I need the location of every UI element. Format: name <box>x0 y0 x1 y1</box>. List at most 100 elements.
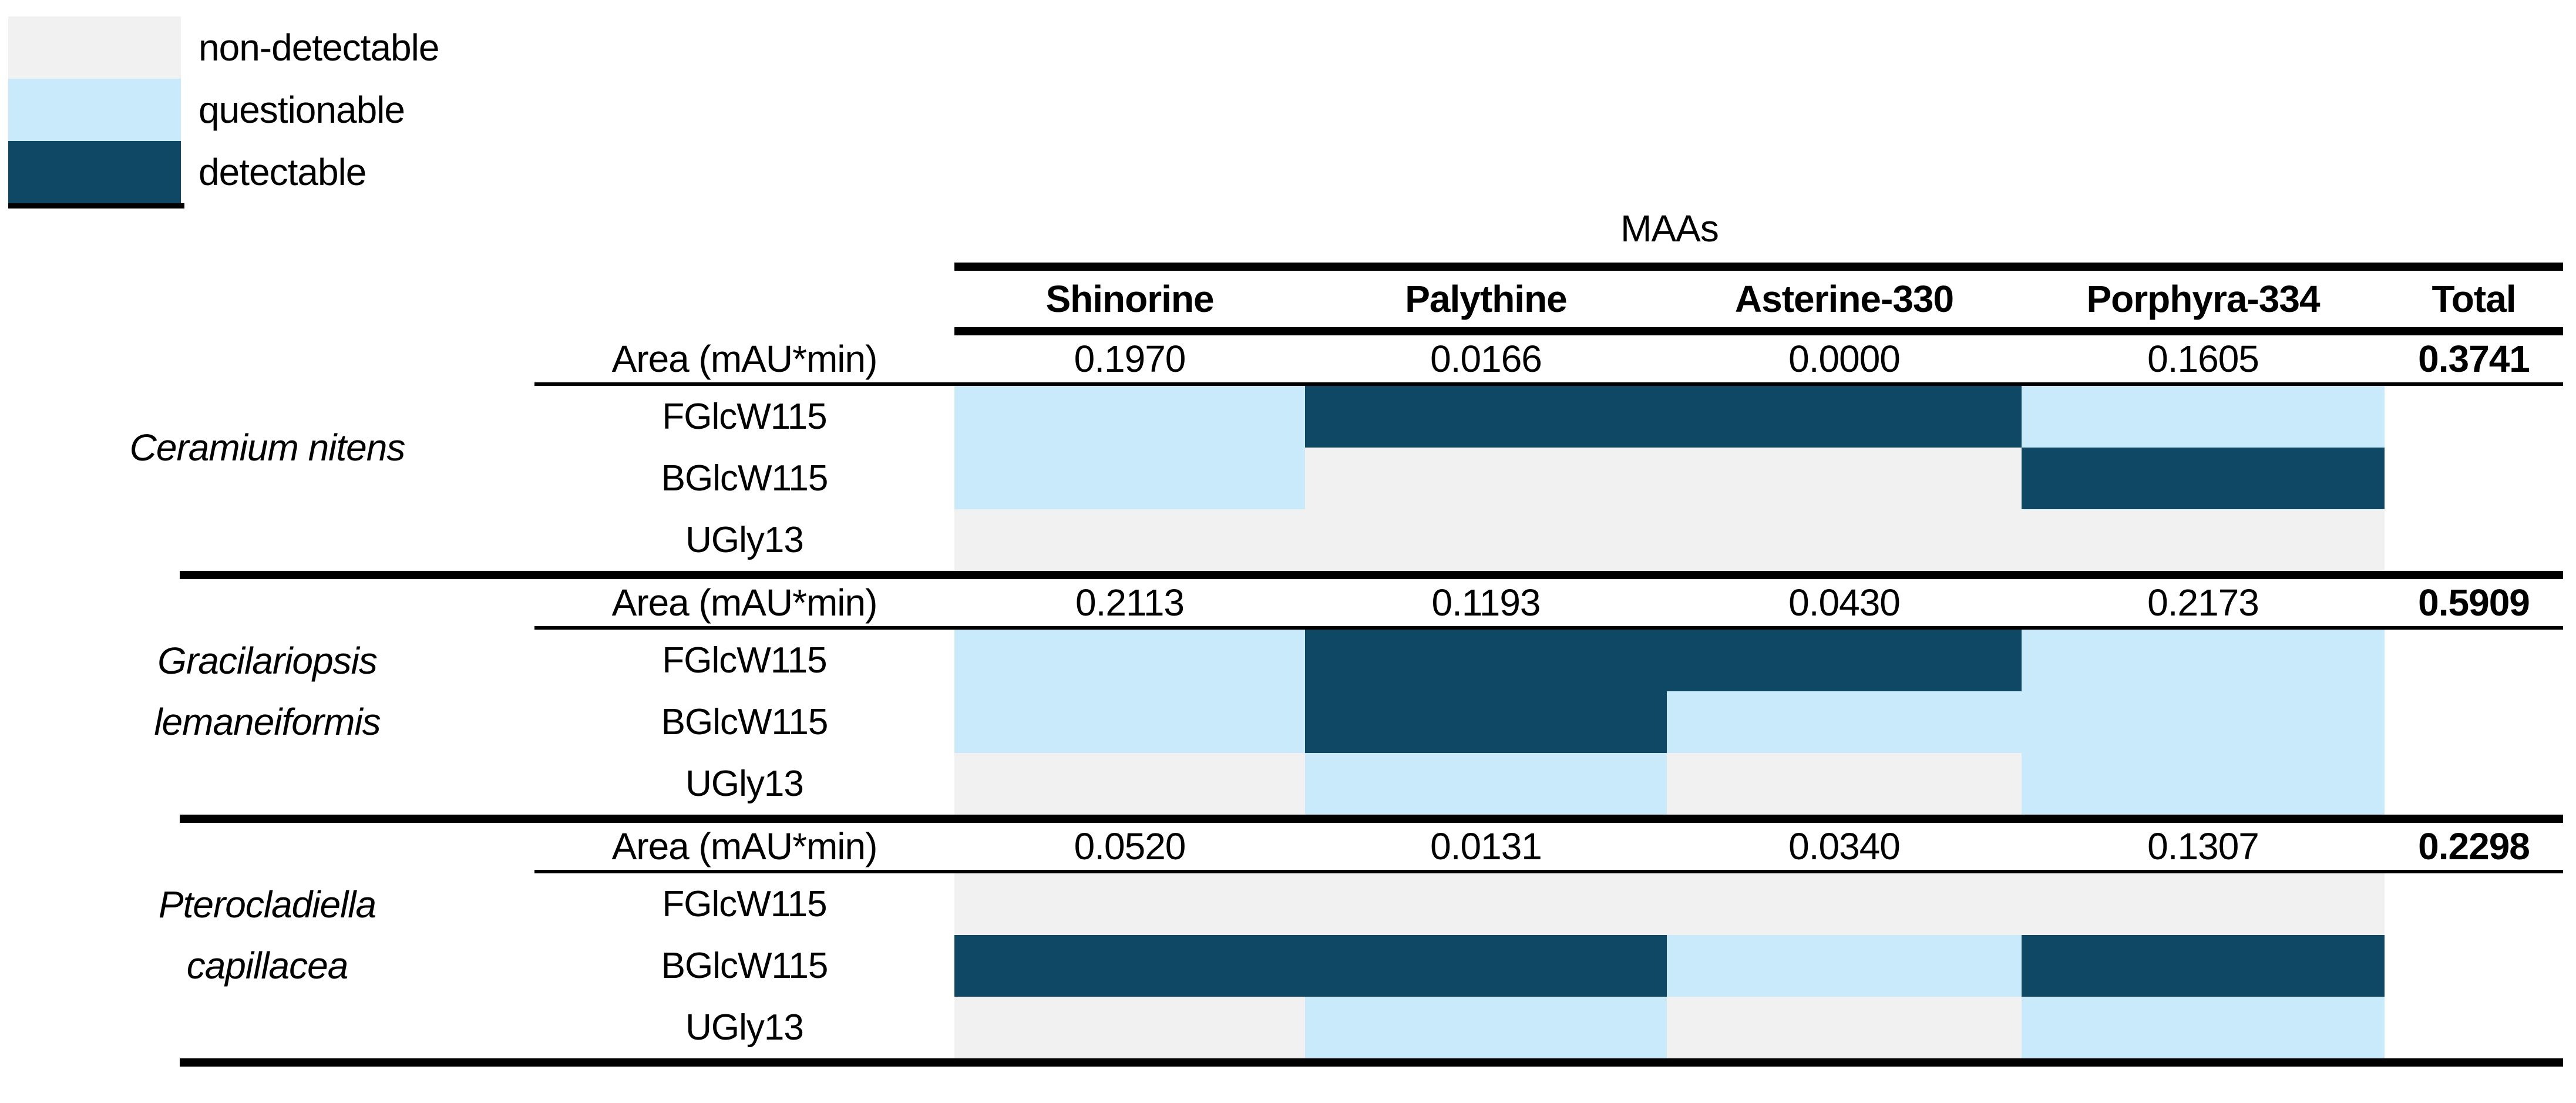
heatmap-cell <box>954 448 1305 509</box>
heatmap-cell <box>1305 509 1667 571</box>
total-spacer-cell <box>2385 448 2563 509</box>
area-value-cell: 0.2173 <box>2147 581 2259 624</box>
area-row-label: Area (mAU*min) <box>611 581 878 624</box>
total-spacer-cell <box>2385 873 2563 935</box>
species-block: FGlcW115 BGlcW115 UGly13 Gracilariopsis lema… <box>0 630 2563 815</box>
legend-swatch-non-detectable <box>8 16 181 79</box>
heatmap-cell <box>954 753 1305 815</box>
heatmap-cell <box>954 386 1305 448</box>
heatmap-cell <box>1305 753 1667 815</box>
area-value-cell: 0.0520 <box>1074 825 1186 867</box>
total-spacer-cell <box>2385 753 2563 815</box>
area-value-cell: 0.0166 <box>1430 338 1542 380</box>
heatmap-cell <box>1667 691 2022 753</box>
sample-row-label: UGly13 <box>685 520 804 560</box>
area-row: Area (mAU*min) 0.0520 0.0131 0.0340 0.1307 0.… <box>0 823 2563 870</box>
total-spacer-cell <box>2385 630 2563 691</box>
sample-row-label: BGlcW115 <box>661 946 829 986</box>
sample-row-label: FGlcW115 <box>662 396 827 437</box>
sample-row-label: UGly13 <box>685 1007 804 1048</box>
block-divider <box>180 1058 2563 1067</box>
heatmap-cell <box>2022 448 2385 509</box>
area-value-cell: 0.1605 <box>2147 338 2259 380</box>
group-header-row: MAAs <box>0 194 2563 263</box>
column-header-palythine: Palythine <box>1405 278 1568 320</box>
heatmap-cell <box>2022 630 2385 691</box>
area-value-cell: 0.2113 <box>1075 581 1185 624</box>
heatmap-cell <box>2022 997 2385 1058</box>
legend-item: questionable <box>8 79 439 141</box>
area-row-label: Area (mAU*min) <box>611 825 878 867</box>
column-header-shinorine: Shinorine <box>1045 278 1214 320</box>
area-row: Area (mAU*min) 0.1970 0.0166 0.0000 0.1605 0.… <box>0 335 2563 382</box>
heatmap-cell <box>954 509 1305 571</box>
block-divider <box>180 571 2563 579</box>
heatmap-cell <box>954 997 1305 1058</box>
heatmap-cell <box>954 935 1305 997</box>
sample-row-label: BGlcW115 <box>661 458 829 499</box>
area-total-cell: 0.3741 <box>2418 338 2530 380</box>
sample-row: UGly13 <box>0 509 2563 571</box>
block-divider <box>180 815 2563 823</box>
column-header-asterine-330: Asterine-330 <box>1734 278 1954 320</box>
heatmap-cell <box>1667 935 2022 997</box>
area-value-cell: 0.0131 <box>1430 825 1542 867</box>
legend-item-label: questionable <box>199 89 405 131</box>
legend-item-label: non-detectable <box>199 26 439 69</box>
area-value-cell: 0.0000 <box>1788 338 1901 380</box>
heatmap-cell <box>2022 935 2385 997</box>
heatmap-cell <box>1305 997 1667 1058</box>
area-value-cell: 0.1970 <box>1074 338 1186 380</box>
heatmap-cell <box>1667 997 2022 1058</box>
heatmap-cell <box>2022 509 2385 571</box>
area-total-cell: 0.5909 <box>2418 581 2530 624</box>
sample-row: FGlcW115 <box>0 873 2563 935</box>
heatmap-cell <box>1305 630 1667 691</box>
heatmap-cell <box>1667 753 2022 815</box>
sample-row-label: UGly13 <box>685 764 804 804</box>
heatmap-cell <box>2022 386 2385 448</box>
group-header-label: MAAs <box>1620 207 1719 250</box>
heatmap-cell <box>1305 691 1667 753</box>
legend: non-detectable questionable detectable <box>8 16 439 209</box>
legend-swatch-detectable <box>8 141 181 203</box>
heatmap-cell <box>2022 691 2385 753</box>
legend-item-label: detectable <box>199 151 366 193</box>
legend-underline <box>8 203 184 209</box>
sample-row-label: BGlcW115 <box>661 702 829 742</box>
total-spacer-cell <box>2385 691 2563 753</box>
total-spacer-cell <box>2385 386 2563 448</box>
legend-swatch-questionable <box>8 79 181 141</box>
species-blocks: Area (mAU*min) 0.1970 0.0166 0.0000 0.1605 0.… <box>0 335 2563 1067</box>
species-name: Pterocladiella capillacea <box>0 873 534 997</box>
species-name-line: lemaneiformis <box>154 701 381 743</box>
total-spacer-cell <box>2385 509 2563 571</box>
area-underline <box>534 626 2563 630</box>
species-name: Ceramium nitens <box>0 386 534 509</box>
column-header-row: Shinorine Palythine Asterine-330 Porphyr… <box>0 271 2563 327</box>
sample-row-label: FGlcW115 <box>662 640 827 681</box>
total-spacer-cell <box>2385 997 2563 1058</box>
species-name-line: Pterocladiella <box>158 883 376 926</box>
heatmap-cell <box>1667 509 2022 571</box>
sample-row: FGlcW115 <box>0 630 2563 691</box>
sample-row: BGlcW115 <box>0 448 2563 509</box>
area-row: Area (mAU*min) 0.2113 0.1193 0.0430 0.2173 0.… <box>0 579 2563 626</box>
area-value-cell: 0.0340 <box>1788 825 1901 867</box>
heatmap-cell <box>1667 448 2022 509</box>
heatmap-cell <box>954 873 1305 935</box>
sample-row: UGly13 <box>0 997 2563 1058</box>
species-name-line: Gracilariopsis <box>157 640 378 682</box>
sample-row: BGlcW115 <box>0 691 2563 753</box>
heatmap-cell <box>1667 630 2022 691</box>
header-divider-top <box>954 263 2563 271</box>
legend-item: non-detectable <box>8 16 439 79</box>
sample-row: UGly13 <box>0 753 2563 815</box>
species-name-line: Ceramium nitens <box>129 426 406 469</box>
column-header-porphyra-334: Porphyra-334 <box>2086 278 2320 320</box>
area-underline <box>534 870 2563 873</box>
heatmap-cell <box>954 691 1305 753</box>
heatmap-cell <box>1305 935 1667 997</box>
species-block: FGlcW115 BGlcW115 UGly13 Ceramium nitens <box>0 386 2563 571</box>
